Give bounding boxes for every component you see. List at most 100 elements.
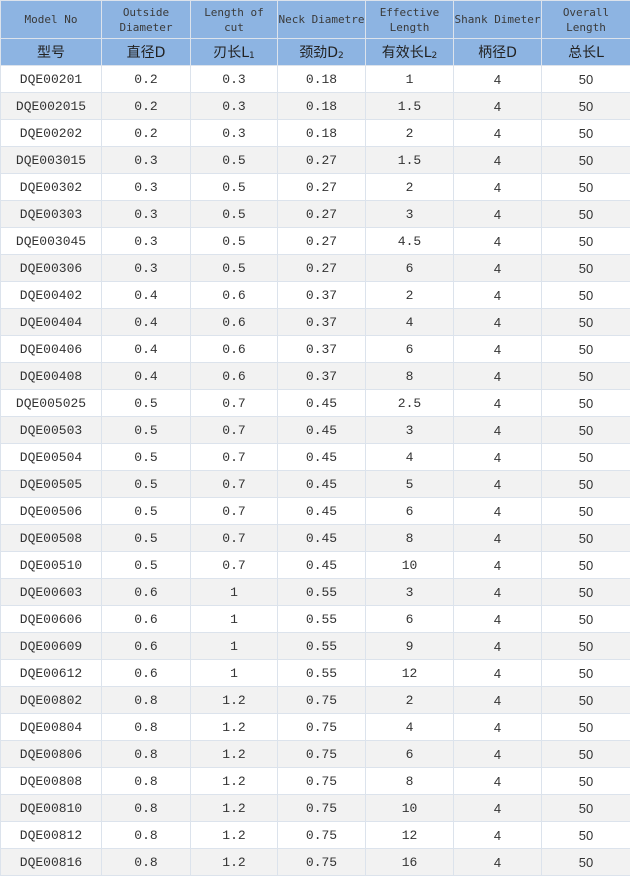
header-label: 直径D <box>127 45 166 61</box>
table-cell: 50 <box>542 255 630 282</box>
table-cell: 4 <box>454 66 542 93</box>
table-cell: DQE00508 <box>1 525 102 552</box>
table-cell: 4 <box>366 714 454 741</box>
header-label: 刃长L <box>213 45 249 61</box>
table-cell: DQE00810 <box>1 795 102 822</box>
table-cell: 50 <box>542 633 630 660</box>
table-cell: 1.2 <box>191 687 278 714</box>
table-cell: 4 <box>454 255 542 282</box>
table-cell: 1.5 <box>366 93 454 120</box>
table-cell: 1 <box>191 633 278 660</box>
column-header-chinese: 颈劲D2 <box>278 39 366 66</box>
column-header-chinese: 刃长L1 <box>191 39 278 66</box>
table-cell: 4 <box>454 849 542 876</box>
table-cell: 4 <box>454 471 542 498</box>
table-cell: 6 <box>366 741 454 768</box>
table-cell: 0.2 <box>102 66 191 93</box>
table-cell: 0.8 <box>102 687 191 714</box>
table-cell: 4 <box>454 768 542 795</box>
table-cell: 50 <box>542 66 630 93</box>
table-cell: 0.8 <box>102 849 191 876</box>
header-subscript: 2 <box>338 51 344 61</box>
table-cell: 4 <box>454 498 542 525</box>
table-cell: DQE00406 <box>1 336 102 363</box>
table-cell: 0.4 <box>102 363 191 390</box>
table-cell: 4 <box>454 741 542 768</box>
table-cell: 0.45 <box>278 444 366 471</box>
table-cell: 1 <box>191 606 278 633</box>
column-header-english: Overall Length <box>542 1 630 39</box>
table-cell: 0.8 <box>102 795 191 822</box>
table-cell: 0.27 <box>278 228 366 255</box>
table-cell: 0.8 <box>102 714 191 741</box>
table-cell: 4 <box>454 687 542 714</box>
table-cell: 0.3 <box>102 201 191 228</box>
table-cell: 50 <box>542 822 630 849</box>
table-cell: DQE005025 <box>1 390 102 417</box>
table-cell: 0.6 <box>191 309 278 336</box>
table-cell: 4 <box>454 93 542 120</box>
table-cell: 2.5 <box>366 390 454 417</box>
table-cell: 0.5 <box>191 147 278 174</box>
table-cell: 4 <box>454 444 542 471</box>
table-cell: 4 <box>454 147 542 174</box>
table-cell: 50 <box>542 579 630 606</box>
table-cell: 3 <box>366 417 454 444</box>
table-cell: 0.7 <box>191 498 278 525</box>
table-cell: 9 <box>366 633 454 660</box>
table-cell: DQE00603 <box>1 579 102 606</box>
table-cell: 50 <box>542 498 630 525</box>
table-cell: 0.18 <box>278 93 366 120</box>
table-cell: 2 <box>366 687 454 714</box>
table-cell: 3 <box>366 579 454 606</box>
table-cell: DQE00612 <box>1 660 102 687</box>
table-cell: 8 <box>366 768 454 795</box>
column-header-english: Shank Dimeter <box>454 1 542 39</box>
table-cell: 8 <box>366 363 454 390</box>
table-cell: 0.5 <box>102 525 191 552</box>
table-cell: 50 <box>542 552 630 579</box>
table-cell: 0.5 <box>102 471 191 498</box>
table-cell: 50 <box>542 741 630 768</box>
table-cell: 0.37 <box>278 282 366 309</box>
header-label: 颈劲D <box>299 45 338 61</box>
column-header-chinese: 型号 <box>1 39 102 66</box>
table-cell: 4 <box>454 714 542 741</box>
table-cell: 0.55 <box>278 579 366 606</box>
table-cell: 4 <box>454 660 542 687</box>
table-cell: 50 <box>542 93 630 120</box>
table-cell: 3 <box>366 201 454 228</box>
table-cell: 0.2 <box>102 120 191 147</box>
table-cell: 0.45 <box>278 390 366 417</box>
table-cell: 0.3 <box>102 174 191 201</box>
table-cell: 1.2 <box>191 822 278 849</box>
table-cell: 4 <box>454 309 542 336</box>
table-cell: DQE00302 <box>1 174 102 201</box>
table-cell: DQE00503 <box>1 417 102 444</box>
table-cell: 4 <box>454 552 542 579</box>
table-cell: 10 <box>366 552 454 579</box>
table-cell: 10 <box>366 795 454 822</box>
table-cell: 4 <box>454 363 542 390</box>
table-cell: 50 <box>542 471 630 498</box>
header-label: 柄径D <box>478 45 517 61</box>
table-cell: 0.37 <box>278 336 366 363</box>
table-cell: 12 <box>366 822 454 849</box>
table-cell: 1 <box>191 579 278 606</box>
table-cell: 8 <box>366 525 454 552</box>
table-cell: 1.5 <box>366 147 454 174</box>
